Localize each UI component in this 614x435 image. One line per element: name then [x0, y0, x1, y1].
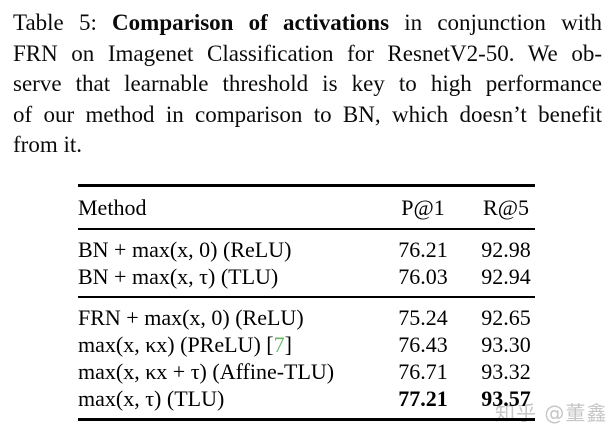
table-group-frn: FRN + max(x, 0) (ReLU) 75.24 92.65 max(x… — [78, 298, 535, 418]
caption-line-5: from it. — [13, 132, 82, 157]
p1-cell: 76.03 — [398, 263, 448, 289]
caption-line-4: of our method in comparison to BN, which… — [13, 101, 602, 127]
table-row-best: max(x, τ) (TLU) 77.21 93.57 — [78, 385, 535, 412]
method-cell: max(x, κx + τ) (Affine-TLU) — [78, 358, 335, 384]
caption-line-1: Table 5: Comparison of activations in co… — [13, 8, 602, 39]
caption-line-3: serve that learnable threshold is key to… — [13, 71, 602, 96]
table-header-row: Method P@1 R@5 — [78, 187, 535, 228]
r5-cell: 93.32 — [481, 358, 531, 384]
p1-cell: 76.43 — [398, 331, 448, 357]
header-p-at-1: P@1 — [401, 194, 445, 220]
citation-number: 7 — [273, 331, 285, 357]
citation-bracket-close: ] — [284, 331, 292, 357]
r5-cell: 92.94 — [481, 263, 531, 289]
table-mid-rule-2 — [78, 296, 535, 298]
method-text: max(x, κx) (PReLU) — [78, 331, 261, 357]
table-row: BN + max(x, τ) (TLU) 76.03 92.94 — [78, 263, 535, 290]
table-top-rule — [78, 184, 535, 187]
caption-line-2: FRN on Imagenet Classification for Resne… — [13, 40, 602, 66]
r5-cell: 92.65 — [481, 304, 531, 330]
p1-cell: 75.24 — [398, 304, 448, 330]
p1-cell: 76.21 — [398, 236, 448, 262]
method-cell: FRN + max(x, 0) (ReLU) — [78, 304, 304, 330]
table-caption: Table 5: Comparison of activations in co… — [13, 8, 602, 161]
table-bottom-rule — [78, 418, 535, 421]
citation-link-7[interactable]: [7] — [266, 332, 292, 357]
method-cell: max(x, κx) (PReLU) [7] — [78, 332, 369, 358]
table-row: max(x, κx) (PReLU) [7] 76.43 93.30 — [78, 331, 535, 358]
method-cell: BN + max(x, τ) (TLU) — [78, 263, 279, 289]
table-row: FRN + max(x, 0) (ReLU) 75.24 92.65 — [78, 304, 535, 331]
header-method: Method — [78, 194, 147, 220]
table-row: BN + max(x, 0) (ReLU) 76.21 92.98 — [78, 236, 535, 263]
table-group-bn: BN + max(x, 0) (ReLU) 76.21 92.98 BN + m… — [78, 230, 535, 296]
table-row: max(x, κx + τ) (Affine-TLU) 76.71 93.32 — [78, 358, 535, 385]
method-cell: max(x, τ) (TLU) — [78, 385, 225, 411]
p1-cell: 76.71 — [398, 358, 448, 384]
r5-cell: 92.98 — [481, 236, 531, 262]
p1-cell-bold: 77.21 — [398, 385, 448, 411]
caption-label: Table 5: — [13, 10, 97, 35]
header-r-at-5: R@5 — [483, 194, 529, 220]
zhihu-watermark: 知乎 @董鑫 — [495, 401, 608, 425]
caption-line-1-rest: in conjunction with — [404, 10, 603, 35]
r5-cell: 93.30 — [481, 331, 531, 357]
r5-cell-bold: 93.57 — [481, 385, 531, 411]
citation-bracket-open: [ — [266, 331, 274, 357]
table-mid-rule-1 — [78, 228, 535, 230]
caption-bold-title: Comparison of activations — [112, 10, 390, 35]
method-cell: BN + max(x, 0) (ReLU) — [78, 236, 292, 262]
results-table: Method P@1 R@5 BN + max(x, 0) (ReLU) 76.… — [78, 184, 535, 421]
